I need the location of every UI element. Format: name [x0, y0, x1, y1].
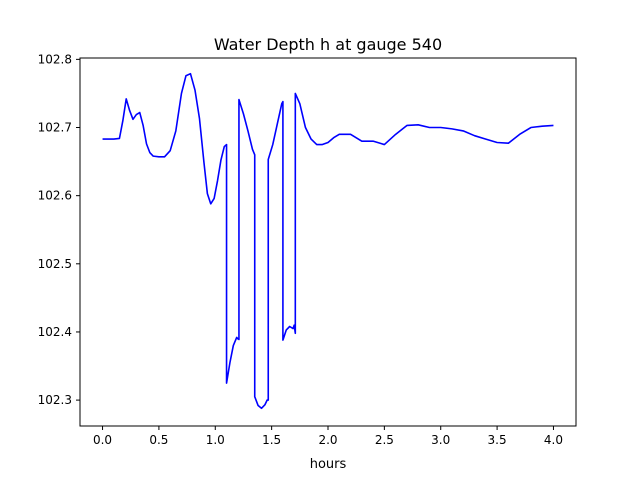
x-tick-label-6: 3.0 [431, 433, 450, 447]
chart-title: Water Depth h at gauge 540 [214, 35, 442, 54]
y-tick-label-4: 102.7 [38, 121, 72, 135]
x-tick-label-2: 1.0 [206, 433, 225, 447]
x-tick-label-1: 0.5 [149, 433, 168, 447]
x-tick-label-5: 2.5 [375, 433, 394, 447]
y-tick-label-1: 102.4 [38, 325, 72, 339]
x-tick-label-3: 1.5 [262, 433, 281, 447]
x-tick-label-7: 3.5 [488, 433, 507, 447]
x-axis-label: hours [310, 457, 347, 472]
x-tick-label-8: 4.0 [544, 433, 563, 447]
y-tick-label-3: 102.6 [38, 189, 72, 203]
plot-area: 0.0 0.5 1.0 1.5 2.0 2.5 3.0 3.5 4.0 102.3 102.4 102… [38, 52, 577, 447]
y-tick-label-5: 102.8 [38, 52, 72, 66]
y-tick-label-2: 102.5 [38, 257, 72, 271]
y-tick-label-0: 102.3 [38, 393, 72, 407]
x-tick-label-0: 0.0 [93, 433, 112, 447]
x-tick-label-4: 2.0 [318, 433, 337, 447]
series-line-0 [102, 72, 554, 410]
